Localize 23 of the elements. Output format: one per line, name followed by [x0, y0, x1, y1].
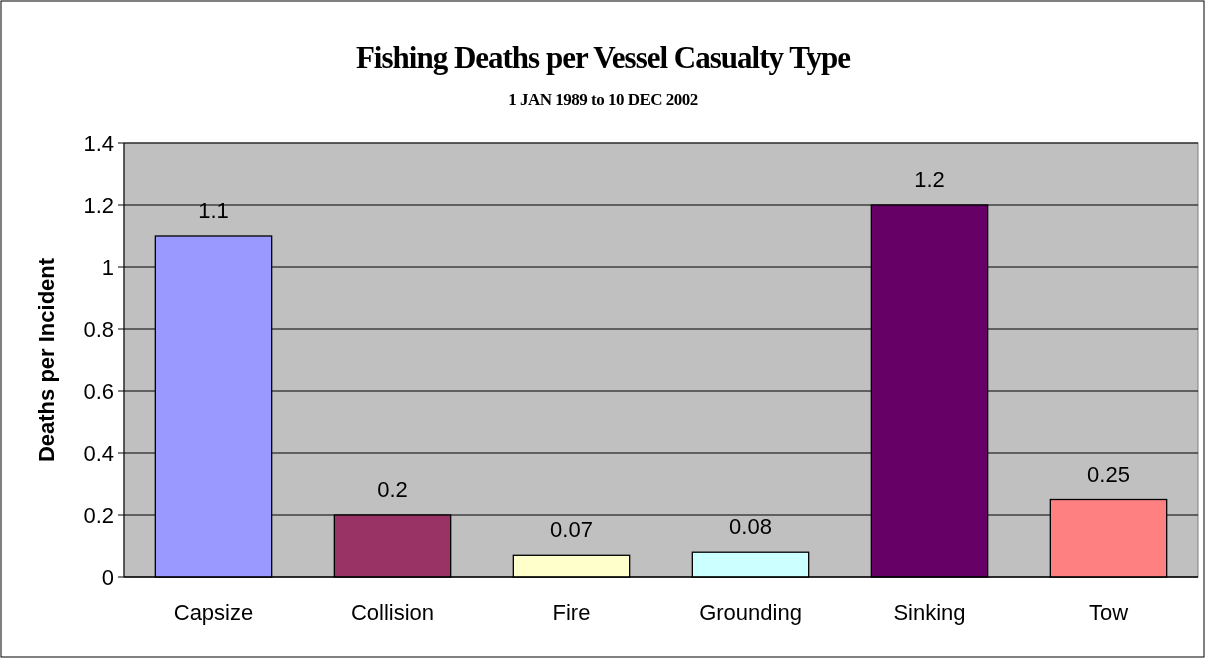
y-tick-label: 1.2 — [83, 192, 114, 218]
y-tick-label: 1 — [101, 254, 114, 280]
x-tick-label: Grounding — [699, 600, 802, 625]
x-tick-label: Capsize — [173, 600, 254, 625]
y-tick-label: 0.8 — [83, 316, 114, 342]
y-tick-label: 0.6 — [83, 378, 114, 404]
chart-title: Fishing Deaths per Vessel Casualty Type — [355, 40, 851, 75]
y-tick-label: 1.4 — [83, 130, 114, 156]
data-label: 1.2 — [914, 167, 945, 192]
data-label: 0.25 — [1087, 461, 1130, 487]
y-axis-title: Deaths per Incident — [34, 257, 59, 463]
x-tick-label: Tow — [1088, 600, 1129, 625]
y-tick-label: 0.2 — [83, 502, 114, 528]
data-label: 1.1 — [198, 198, 229, 223]
x-tick-label: Collision — [350, 600, 435, 625]
data-label: 0.2 — [377, 477, 408, 502]
data-label: 0.07 — [550, 517, 593, 543]
x-tick-label: Sinking — [893, 600, 966, 625]
y-tick-label: 0 — [101, 564, 114, 590]
data-label: 0.08 — [729, 514, 772, 540]
y-tick-label: 0.4 — [83, 440, 114, 466]
x-tick-label: Fire — [552, 600, 591, 625]
chart-subtitle: 1 JAN 1989 to 10 DEC 2002 — [508, 90, 698, 109]
